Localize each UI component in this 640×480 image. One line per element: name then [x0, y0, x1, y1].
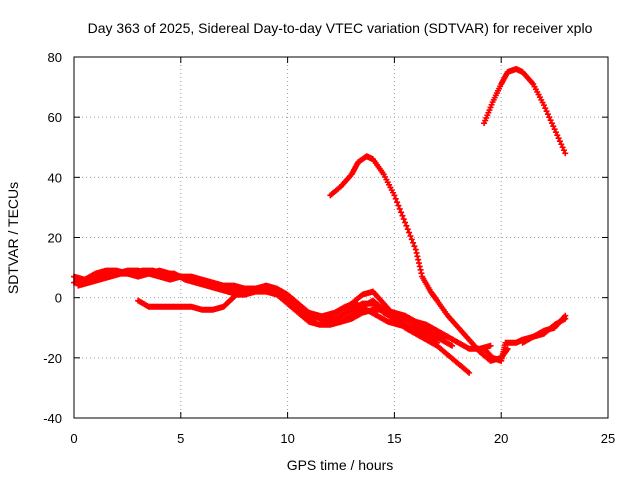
data-point: [411, 243, 418, 250]
data-point: [560, 147, 567, 154]
data-point: [392, 195, 399, 202]
y-tick-label: -20: [43, 351, 62, 366]
data-point: [548, 120, 555, 127]
data-point: [551, 126, 558, 133]
data-point: [414, 253, 421, 260]
data-point: [408, 236, 415, 243]
x-tick-label: 20: [494, 431, 508, 446]
data-point: [562, 150, 569, 157]
y-axis-label: SDTVAR / TECUs: [5, 182, 21, 294]
x-axis-label: GPS time / hours: [287, 457, 394, 473]
x-tick-label: 5: [177, 431, 184, 446]
data-point: [540, 102, 547, 109]
y-tick-label: 0: [55, 291, 62, 306]
data-point: [416, 263, 423, 270]
data-point: [556, 138, 563, 145]
data-point: [546, 114, 553, 121]
data-point: [402, 219, 409, 226]
data-point: [418, 270, 425, 277]
data-point: [544, 111, 551, 118]
data-point: [415, 260, 422, 267]
data-point: [487, 342, 494, 349]
y-tick-label: 60: [48, 110, 62, 125]
ticks-layer: 0 5 10 15 20 25 -40 -20 0 20 40 60 80: [43, 50, 615, 446]
data-point: [404, 226, 411, 233]
series-track-8: [519, 312, 569, 346]
data-point: [554, 132, 561, 139]
y-tick-label: 20: [48, 231, 62, 246]
x-tick-label: 0: [70, 431, 77, 446]
data-point: [394, 199, 401, 206]
data-point: [550, 123, 557, 130]
series-track-5: [327, 288, 451, 340]
data-layer: [71, 66, 569, 376]
data-point: [410, 239, 417, 246]
data-point: [552, 129, 559, 136]
series-track-3: [75, 267, 456, 349]
series-track-4: [135, 288, 441, 346]
y-tick-label: 80: [48, 50, 62, 65]
x-tick-label: 10: [280, 431, 294, 446]
data-point: [555, 135, 562, 142]
data-point: [396, 205, 403, 212]
data-point: [559, 144, 566, 151]
data-point: [412, 246, 419, 253]
data-point: [400, 216, 407, 223]
data-point: [398, 209, 405, 216]
data-point: [406, 229, 413, 236]
chart-title: Day 363 of 2025, Sidereal Day-to-day VTE…: [88, 20, 593, 36]
data-point: [444, 333, 451, 340]
x-tick-label: 25: [601, 431, 615, 446]
y-tick-label: 40: [48, 170, 62, 185]
data-point: [547, 117, 554, 124]
data-point: [558, 141, 565, 148]
data-point: [415, 256, 422, 263]
data-point: [466, 369, 473, 376]
data-point: [433, 296, 440, 303]
data-point: [449, 342, 456, 349]
data-point: [391, 192, 398, 199]
data-point: [562, 312, 569, 319]
series-track-9: [481, 66, 569, 157]
data-point: [395, 202, 402, 209]
data-point: [542, 105, 549, 112]
data-point: [413, 249, 420, 256]
data-point: [417, 266, 424, 273]
data-point: [399, 212, 406, 219]
data-point: [403, 222, 410, 229]
grid-layer: [74, 57, 608, 418]
y-tick-label: -40: [43, 411, 62, 426]
data-point: [543, 108, 550, 115]
data-point: [407, 232, 414, 239]
x-tick-label: 15: [387, 431, 401, 446]
data-point: [434, 339, 441, 346]
